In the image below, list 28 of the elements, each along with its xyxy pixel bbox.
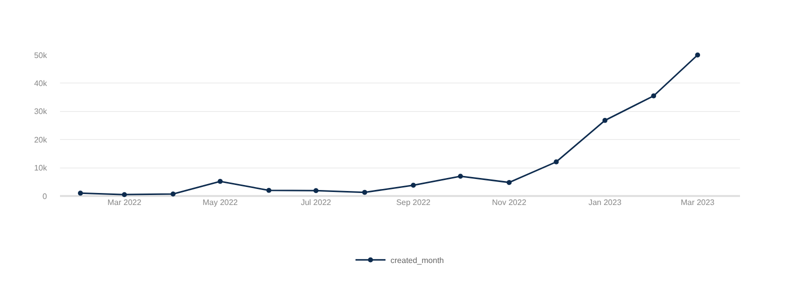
point bbox=[602, 118, 608, 123]
point bbox=[458, 174, 463, 179]
point bbox=[122, 192, 127, 198]
x-tick-label: Mar 2023 bbox=[680, 198, 716, 207]
point bbox=[362, 190, 368, 195]
y-tick-label: 20k bbox=[34, 135, 48, 144]
x-tick-label: Jul 2022 bbox=[300, 198, 332, 207]
y-tick-label: 30k bbox=[34, 107, 48, 116]
point bbox=[506, 180, 512, 185]
y-tick-label: 10k bbox=[34, 164, 48, 173]
point bbox=[410, 182, 416, 188]
y-tick-label: 0 bbox=[42, 192, 48, 201]
x-tick-label: Sep 2022 bbox=[396, 198, 432, 207]
x-tick-label: Nov 2022 bbox=[492, 198, 527, 207]
x-tick-label: Jan 2023 bbox=[588, 198, 622, 207]
point bbox=[218, 178, 223, 184]
y-tick-label: 40k bbox=[34, 79, 48, 88]
legend-label: created_month bbox=[390, 256, 444, 265]
x-tick-label: Mar 2022 bbox=[107, 198, 142, 207]
y-tick-label: 50k bbox=[34, 50, 48, 60]
point bbox=[651, 93, 656, 98]
point bbox=[313, 188, 318, 194]
point bbox=[78, 190, 83, 196]
point bbox=[554, 159, 559, 164]
point bbox=[266, 188, 272, 193]
point bbox=[170, 192, 176, 197]
point bbox=[695, 52, 700, 58]
x-tick-label: May 2022 bbox=[202, 198, 238, 207]
